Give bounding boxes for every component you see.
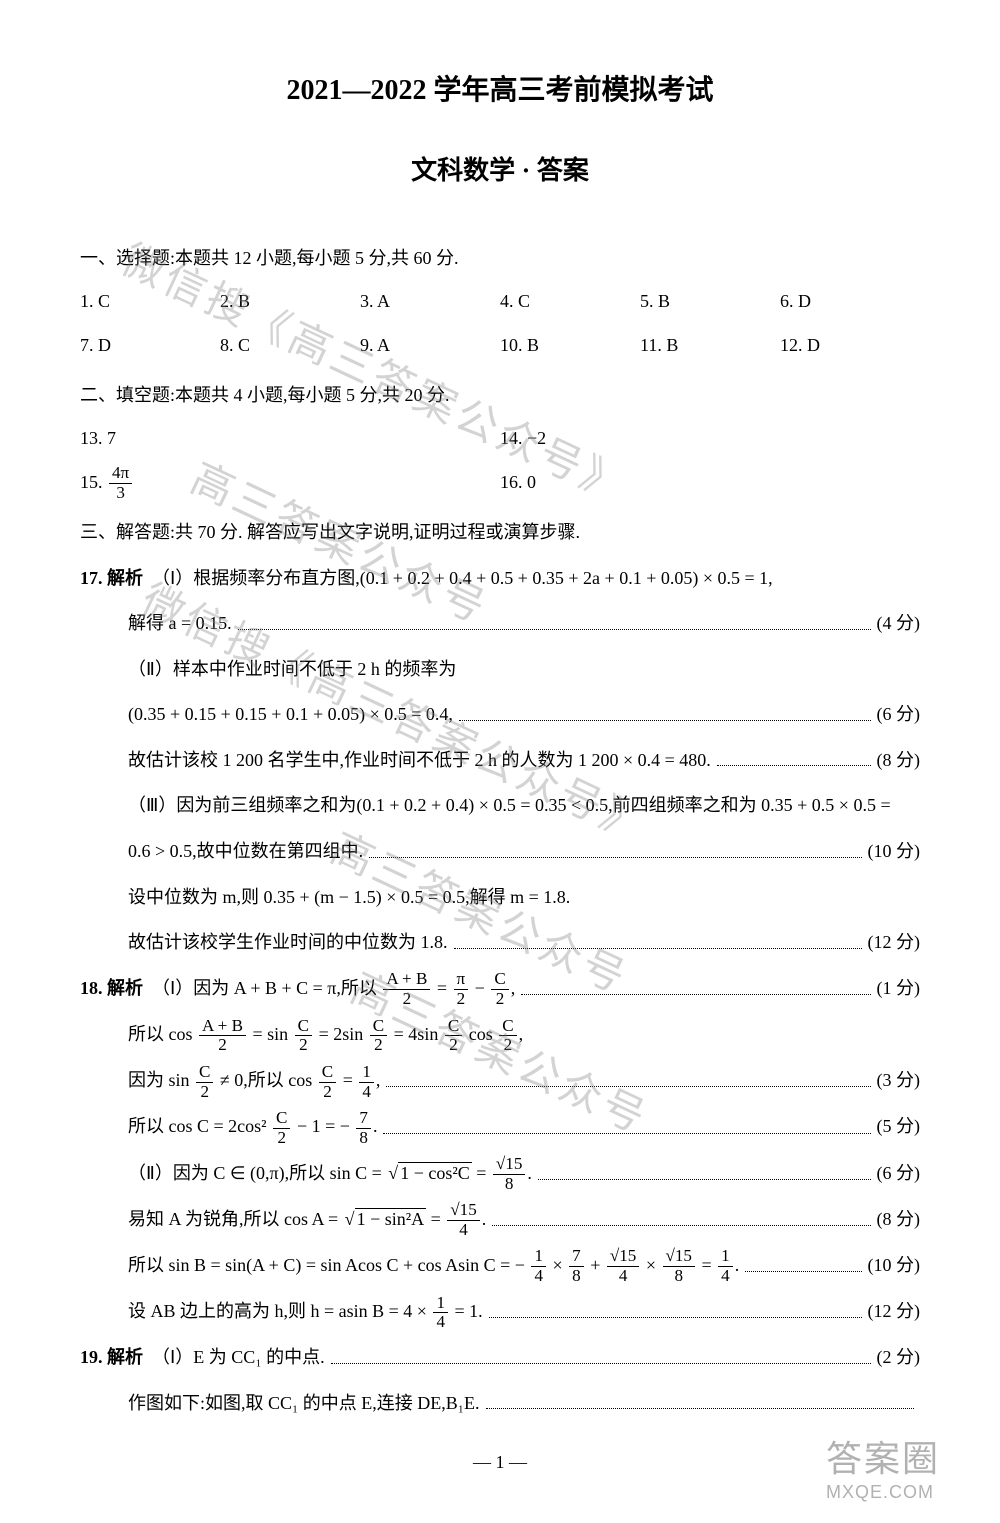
q18-line1: 18. 解析 （Ⅰ）因为 A + B + C = π,所以 A + B2 = π… (80, 969, 920, 1009)
subtitle: 文科数学 · 答案 (80, 142, 920, 199)
page: 2021—2022 学年高三考前模拟考试 文科数学 · 答案 一、选择题:本题共… (0, 0, 1000, 1523)
choice-2: 2. B (220, 282, 360, 322)
choice-9: 9. A (360, 326, 500, 366)
choice-1: 1. C (80, 282, 220, 322)
fill-13: 13. 7 (80, 419, 500, 459)
q17-line2: 解得 a = 0.15.(4 分) (80, 604, 920, 644)
q18-line5: （Ⅱ）因为 C ∈ (0,π),所以 sin C = 1 − cos²C = √… (80, 1154, 920, 1194)
fill-row-1: 13. 7 14. −2 (80, 419, 920, 459)
q18-line4: 所以 cos C = 2cos² C2 − 1 = − 78.(5 分) (80, 1107, 920, 1147)
q19-line1: 19. 解析 （Ⅰ）E 为 CC₁ 的中点.(2 分) (80, 1338, 920, 1378)
q18-line7: 所以 sin B = sin(A + C) = sin Acos C + cos… (80, 1246, 920, 1286)
section2-head: 二、填空题:本题共 4 小题,每小题 5 分,共 20 分. (80, 376, 920, 416)
q18-line8: 设 AB 边上的高为 h,则 h = asin B = 4 × 14 = 1.(… (80, 1292, 920, 1332)
q18-line2: 所以 cos A + B2 = sin C2 = 2sin C2 = 4sin … (80, 1015, 920, 1055)
choice-5: 5. B (640, 282, 780, 322)
fill-15: 15. 4π3 (80, 463, 500, 503)
q17-line7: 0.6 > 0.5,故中位数在第四组中.(10 分) (80, 832, 920, 872)
choice-11: 11. B (640, 326, 780, 366)
q19-line2: 作图如下:如图,取 CC₁ 的中点 E,连接 DE,B₁E. (80, 1384, 920, 1424)
q17-line6: （Ⅲ）因为前三组频率之和为(0.1 + 0.2 + 0.4) × 0.5 = 0… (80, 786, 920, 826)
choice-7: 7. D (80, 326, 220, 366)
page-number: — 1 — (80, 1443, 920, 1483)
choice-10: 10. B (500, 326, 640, 366)
q18-line3: 因为 sin C2 ≠ 0,所以 cos C2 = 14,(3 分) (80, 1061, 920, 1101)
fill-16: 16. 0 (500, 463, 920, 503)
choice-4: 4. C (500, 282, 640, 322)
section3-head: 三、解答题:共 70 分. 解答应写出文字说明,证明过程或演算步骤. (80, 513, 920, 553)
q18-line6: 易知 A 为锐角,所以 cos A = 1 − sin²A = √154.(8 … (80, 1200, 920, 1240)
q17-line8: 设中位数为 m,则 0.35 + (m − 1.5) × 0.5 = 0.5,解… (80, 878, 920, 918)
choice-row-2: 7. D 8. C 9. A 10. B 11. B 12. D (80, 326, 920, 366)
choice-6: 6. D (780, 282, 920, 322)
choice-row-1: 1. C 2. B 3. A 4. C 5. B 6. D (80, 282, 920, 322)
q17-line1: 17. 解析 （Ⅰ）根据频率分布直方图,(0.1 + 0.2 + 0.4 + 0… (80, 559, 920, 599)
fill-14: 14. −2 (500, 419, 920, 459)
choice-12: 12. D (780, 326, 920, 366)
q17-line3: （Ⅱ）样本中作业时间不低于 2 h 的频率为 (80, 650, 920, 690)
q17-line9: 故估计该校学生作业时间的中位数为 1.8.(12 分) (80, 923, 920, 963)
footer-watermark: 答案圈 MXQE.COM (826, 1430, 940, 1503)
fill-row-2: 15. 4π3 16. 0 (80, 463, 920, 503)
choice-8: 8. C (220, 326, 360, 366)
q17-line4: (0.35 + 0.15 + 0.15 + 0.1 + 0.05) × 0.5 … (80, 695, 920, 735)
choice-3: 3. A (360, 282, 500, 322)
title: 2021—2022 学年高三考前模拟考试 (80, 60, 920, 122)
q17-line5: 故估计该校 1 200 名学生中,作业时间不低于 2 h 的人数为 1 200 … (80, 741, 920, 781)
section1-head: 一、选择题:本题共 12 小题,每小题 5 分,共 60 分. (80, 239, 920, 279)
